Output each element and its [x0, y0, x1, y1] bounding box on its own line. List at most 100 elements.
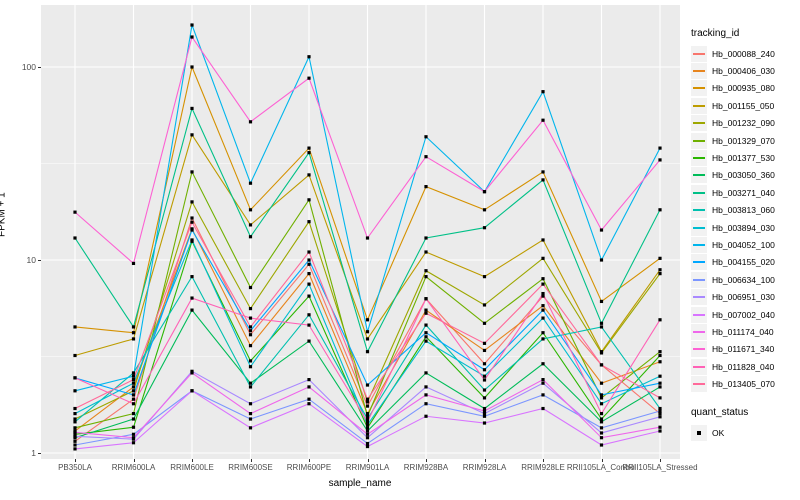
data-point [599, 299, 604, 304]
data-point [658, 208, 662, 212]
data-point [541, 406, 545, 411]
data-point [482, 275, 487, 279]
legend-key-swatch [691, 167, 707, 184]
data-point [658, 425, 662, 429]
data-point [365, 383, 370, 387]
legend-line-icon [693, 139, 705, 142]
legend-entry: Hb_001232_090 [691, 115, 797, 132]
legend-key-swatch [691, 202, 707, 219]
x-tick-label: PB350LA [58, 463, 92, 472]
data-point [131, 325, 136, 329]
legend-line-icon [693, 87, 705, 90]
legend-entry-label: Hb_000935_080 [712, 83, 775, 94]
data-point [365, 420, 370, 424]
legend-line-icon [693, 122, 705, 125]
legend-line-icon [693, 330, 705, 333]
data-point [73, 236, 77, 240]
data-point [248, 385, 253, 389]
legend-entries: Hb_000088_240 Hb_000406_030 Hb_000935_080 H… [691, 45, 797, 393]
data-point [307, 402, 311, 406]
legend-entry: Hb_011671_340 [691, 341, 797, 358]
data-point [599, 420, 604, 424]
data-point [131, 417, 136, 421]
data-point [190, 200, 194, 204]
legend-entry: Hb_000935_080 [691, 80, 797, 97]
legend-entry-label: Hb_006951_030 [712, 292, 775, 303]
data-point [541, 118, 545, 122]
data-point [190, 228, 194, 232]
data-point [73, 412, 77, 416]
legend-line-icon [693, 313, 705, 316]
data-point [248, 359, 253, 363]
data-point [131, 371, 136, 375]
x-tick-mark [75, 459, 76, 462]
data-point [248, 208, 253, 212]
data-point [131, 389, 136, 393]
legend-entry-label: Hb_000088_240 [712, 48, 775, 59]
data-point [658, 381, 662, 385]
data-point [131, 385, 136, 389]
legend-key-swatch [691, 376, 707, 393]
x-tick-mark [601, 459, 603, 462]
data-point [599, 443, 604, 447]
data-point [190, 308, 194, 312]
data-point [424, 371, 428, 375]
data-point [307, 282, 311, 286]
data-point [131, 378, 136, 382]
data-point [131, 337, 136, 341]
legend-line-icon [693, 348, 705, 351]
data-point [73, 426, 77, 430]
data-point [307, 339, 311, 343]
data-point [365, 404, 370, 408]
data-point [541, 170, 545, 174]
data-point [424, 323, 428, 327]
data-point [599, 431, 604, 435]
data-point [307, 272, 311, 276]
legend-entry-label: Hb_001329_070 [712, 135, 775, 146]
data-point [248, 120, 253, 124]
x-tick-label: RRII105LA_Control [566, 463, 637, 472]
data-point [658, 415, 662, 419]
x-tick-mark [309, 459, 310, 462]
legend-line-icon [693, 209, 705, 212]
data-point [424, 135, 428, 139]
data-point [365, 441, 370, 446]
data-point [482, 190, 487, 194]
data-point [248, 285, 253, 290]
data-point [190, 35, 194, 39]
legend-line-icon [693, 383, 705, 386]
data-point [131, 436, 136, 440]
data-point [190, 371, 194, 375]
legend-entry-label: Hb_000406_030 [712, 66, 775, 77]
data-point [307, 55, 311, 59]
data-point [365, 417, 370, 421]
legend-line-icon [693, 70, 705, 73]
data-point [599, 228, 604, 232]
data-point [131, 425, 136, 429]
data-point [365, 236, 370, 240]
data-point [365, 412, 370, 416]
legend-entry-label: Hb_013405_070 [712, 379, 775, 390]
legend-entry-label: Hb_003271_040 [712, 187, 775, 198]
data-point [599, 363, 604, 367]
data-point [424, 402, 428, 406]
data-point [424, 185, 428, 189]
data-point [482, 396, 487, 400]
data-point [365, 337, 370, 341]
y-tick-label: 1 [31, 448, 36, 458]
data-point [190, 216, 194, 220]
data-point [73, 420, 77, 424]
legend-title-tracking-id: tracking_id [691, 28, 740, 39]
x-tick-label: RRIM901LA [345, 463, 390, 472]
legend-key-swatch [691, 45, 707, 62]
data-point [248, 329, 253, 333]
y-tick-label: 100 [21, 62, 36, 72]
data-point [307, 262, 311, 266]
legend-entry-label: Hb_004052_100 [712, 239, 775, 250]
data-point [248, 333, 253, 337]
data-point [482, 208, 487, 212]
legend-line-icon [693, 191, 705, 194]
data-point [248, 181, 253, 185]
plot-canvas [41, 5, 680, 459]
